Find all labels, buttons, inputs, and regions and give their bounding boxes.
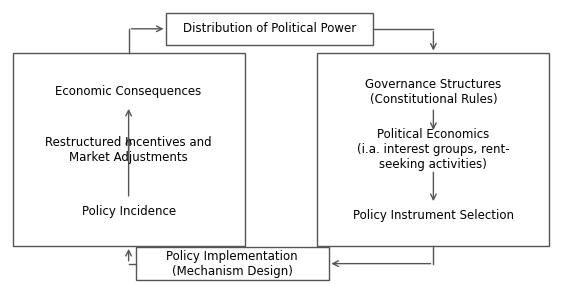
Text: Distribution of Political Power: Distribution of Political Power [183, 22, 356, 35]
Text: Policy Incidence: Policy Incidence [81, 205, 176, 218]
Text: Policy Instrument Selection: Policy Instrument Selection [353, 209, 514, 222]
Text: Economic Consequences: Economic Consequences [56, 85, 202, 99]
Text: Restructured Incentives and
Market Adjustments: Restructured Incentives and Market Adjus… [46, 136, 212, 164]
FancyBboxPatch shape [12, 53, 244, 246]
FancyBboxPatch shape [318, 53, 550, 246]
Text: Political Economics
(i.a. interest groups, rent-
seeking activities): Political Economics (i.a. interest group… [357, 128, 510, 171]
Text: Policy Implementation
(Mechanism Design): Policy Implementation (Mechanism Design) [166, 250, 298, 278]
Text: Governance Structures
(Constitutional Rules): Governance Structures (Constitutional Ru… [365, 78, 501, 106]
FancyBboxPatch shape [135, 247, 329, 280]
FancyBboxPatch shape [166, 12, 373, 45]
